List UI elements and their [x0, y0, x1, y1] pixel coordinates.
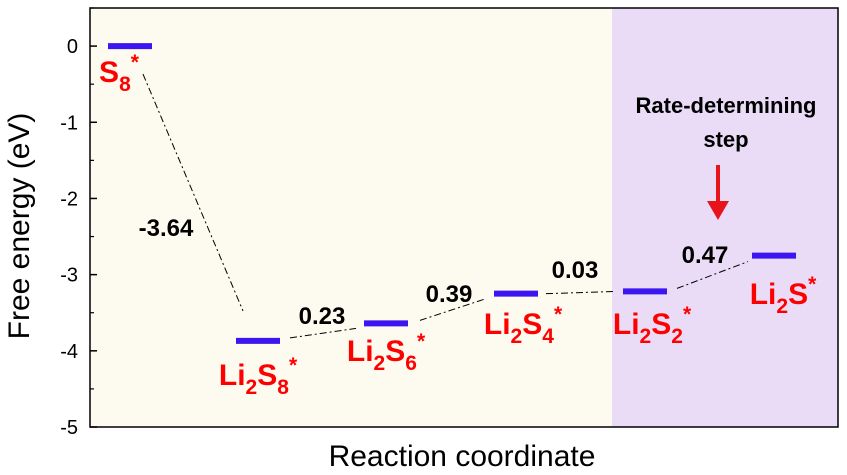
- step-energy-label: 0.03: [552, 257, 599, 284]
- state-label: Li2S2*: [613, 303, 692, 348]
- step-connector: [289, 327, 357, 339]
- background-region-right: [612, 8, 838, 427]
- x-axis-title: Reaction coordinate: [329, 440, 596, 473]
- y-tick-label: -4: [60, 341, 78, 363]
- step-connector: [676, 261, 749, 289]
- step-connector: [142, 73, 244, 312]
- annotation-line1: Rate-determining: [636, 93, 817, 118]
- step-energy-label: 0.23: [299, 303, 346, 330]
- step-energy-label: 0.47: [682, 242, 729, 269]
- step-energy-label: -3.64: [139, 215, 194, 242]
- y-tick-label: -3: [60, 265, 78, 287]
- step-energy-label: 0.39: [426, 281, 473, 308]
- y-tick-label: -2: [60, 188, 78, 210]
- step-connector: [419, 298, 487, 321]
- state-label: Li2S4*: [484, 303, 563, 348]
- step-connector: [545, 290, 617, 295]
- state-label: S8*: [99, 51, 140, 96]
- y-axis-title: Free energy (eV): [3, 113, 36, 340]
- annotation-line2: step: [703, 127, 748, 152]
- y-tick-label: -1: [60, 112, 78, 134]
- state-label: Li2S6*: [347, 330, 426, 375]
- background-region-left: [90, 8, 612, 427]
- state-label: Li2S*: [750, 273, 817, 318]
- y-tick-label: -5: [60, 417, 78, 439]
- annotation-arrow-head: [707, 201, 729, 220]
- plot-frame: [89, 7, 839, 428]
- y-tick-label: 0: [67, 36, 78, 58]
- state-label: Li2S8*: [219, 354, 298, 399]
